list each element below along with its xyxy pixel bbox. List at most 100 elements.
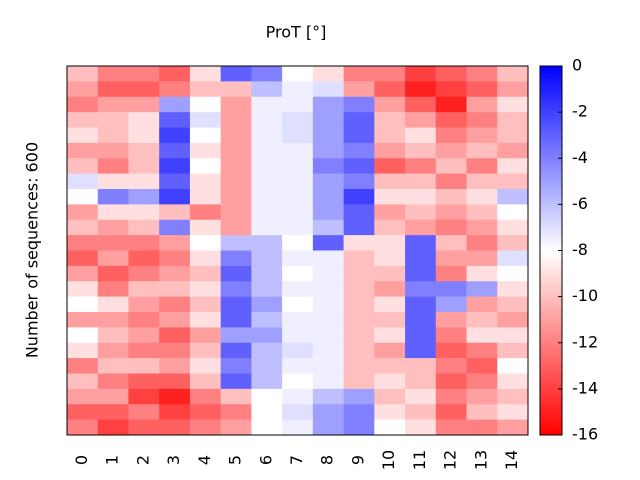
heatmap-cell	[189, 419, 221, 436]
heatmap-cell	[435, 296, 467, 313]
heatmap-cell	[220, 342, 252, 359]
heatmap-cell	[128, 219, 160, 236]
heatmap-cell	[251, 112, 283, 128]
heatmap-cell	[159, 404, 191, 420]
heatmap-cell	[128, 250, 160, 267]
heatmap-cell	[374, 281, 406, 297]
heatmap-cell	[374, 296, 406, 313]
heatmap-cell	[435, 312, 467, 328]
heatmap-cell	[128, 281, 160, 297]
heatmap-cell	[343, 388, 375, 405]
heatmap-cell	[466, 96, 498, 113]
heatmap-cell	[97, 342, 129, 359]
heatmap-cell	[251, 388, 283, 405]
heatmap-cell	[435, 66, 467, 82]
heatmap-cell	[312, 281, 344, 297]
x-tick-label: 6	[256, 455, 275, 465]
heatmap-cell	[312, 96, 344, 113]
heatmap-cell	[282, 173, 314, 190]
heatmap-cell	[312, 419, 344, 436]
heatmap-cell	[435, 281, 467, 297]
heatmap-cell	[466, 127, 498, 144]
heatmap-cell	[405, 81, 437, 98]
heatmap-cell	[497, 250, 529, 267]
x-tick-label: 5	[226, 455, 245, 465]
heatmap-cell	[435, 204, 467, 221]
heatmap-cell	[374, 373, 406, 390]
heatmap-cell	[220, 189, 252, 205]
heatmap-cell	[220, 173, 252, 190]
heatmap-cell	[251, 127, 283, 144]
heatmap-cell	[343, 358, 375, 374]
heatmap-cell	[374, 404, 406, 420]
heatmap-cell	[159, 158, 191, 174]
heatmap-cell	[282, 296, 314, 313]
heatmap-cell	[67, 373, 99, 390]
heatmap-cell	[128, 127, 160, 144]
heatmap-cell	[97, 404, 129, 420]
heatmap-cell	[466, 373, 498, 390]
heatmap-cell	[159, 173, 191, 190]
heatmap-cell	[405, 66, 437, 82]
heatmap-cell	[497, 127, 529, 144]
heatmap-cell	[435, 373, 467, 390]
heatmap-cell	[374, 265, 406, 282]
heatmap-cell	[251, 189, 283, 205]
heatmap-cell	[435, 342, 467, 359]
heatmap-cell	[374, 127, 406, 144]
heatmap-cell	[128, 327, 160, 344]
heatmap-cell	[282, 81, 314, 98]
heatmap-cell	[251, 250, 283, 267]
heatmap-cell	[128, 388, 160, 405]
heatmap-cell	[312, 235, 344, 251]
heatmap-cell	[435, 96, 467, 113]
heatmap-cell	[374, 358, 406, 374]
heatmap-cell	[220, 158, 252, 174]
heatmap-cell	[466, 419, 498, 436]
heatmap-cell	[435, 81, 467, 98]
heatmap-cell	[343, 81, 375, 98]
heatmap-cell	[405, 296, 437, 313]
heatmap-cell	[159, 419, 191, 436]
heatmap-cell	[343, 127, 375, 144]
heatmap-cell	[159, 342, 191, 359]
heatmap-cell	[374, 66, 406, 82]
heatmap-cell	[405, 189, 437, 205]
heatmap-cell	[497, 96, 529, 113]
heatmap-cell	[312, 219, 344, 236]
heatmap-cell	[189, 373, 221, 390]
heatmap-cell	[159, 96, 191, 113]
y-axis-label: Number of sequences: 600	[23, 142, 42, 358]
heatmap-cell	[497, 158, 529, 174]
heatmap-cell	[97, 158, 129, 174]
heatmap-cell	[466, 81, 498, 98]
heatmap-cell	[312, 373, 344, 390]
heatmap-cell	[67, 265, 99, 282]
heatmap-cell	[220, 281, 252, 297]
heatmap-cell	[405, 281, 437, 297]
heatmap-cell	[159, 373, 191, 390]
heatmap-cell	[189, 81, 221, 98]
heatmap-cell	[405, 127, 437, 144]
heatmap-cell	[159, 312, 191, 328]
heatmap-cell	[97, 388, 129, 405]
heatmap-cell	[220, 204, 252, 221]
heatmap-cell	[466, 250, 498, 267]
heatmap-cell	[67, 404, 99, 420]
heatmap-cell	[189, 342, 221, 359]
heatmap-cell	[343, 96, 375, 113]
heatmap-cell	[312, 204, 344, 221]
heatmap-cell	[159, 142, 191, 159]
heatmap-cell	[67, 189, 99, 205]
heatmap-cell	[159, 219, 191, 236]
heatmap-cell	[497, 112, 529, 128]
heatmap-cell	[466, 235, 498, 251]
heatmap-cell	[497, 358, 529, 374]
heatmap-cell	[128, 81, 160, 98]
heatmap-cell	[312, 388, 344, 405]
heatmap-cell	[189, 219, 221, 236]
heatmap-cell	[251, 265, 283, 282]
heatmap-cell	[405, 327, 437, 344]
heatmap-cell	[128, 296, 160, 313]
